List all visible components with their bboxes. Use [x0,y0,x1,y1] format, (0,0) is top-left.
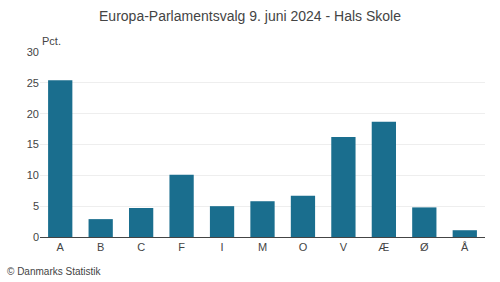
svg-text:Pct.: Pct. [42,35,61,47]
svg-text:B: B [97,241,104,253]
svg-text:15: 15 [27,138,39,150]
svg-text:Æ: Æ [378,241,389,253]
svg-text:I: I [221,241,224,253]
svg-text:10: 10 [27,169,39,181]
svg-text:V: V [340,241,348,253]
svg-text:Ø: Ø [420,241,429,253]
svg-text:C: C [137,241,145,253]
svg-text:20: 20 [27,108,39,120]
svg-text:F: F [178,241,185,253]
svg-text:0: 0 [33,231,39,243]
svg-text:30: 30 [27,46,39,58]
svg-text:25: 25 [27,77,39,89]
svg-text:Å: Å [461,241,469,253]
svg-text:A: A [57,241,65,253]
svg-text:Europa-Parlamentsvalg 9. juni: Europa-Parlamentsvalg 9. juni 2024 - Hal… [99,8,401,24]
svg-text:O: O [299,241,308,253]
svg-text:M: M [258,241,267,253]
svg-text:5: 5 [33,200,39,212]
svg-text:© Danmarks Statistik: © Danmarks Statistik [7,266,102,277]
